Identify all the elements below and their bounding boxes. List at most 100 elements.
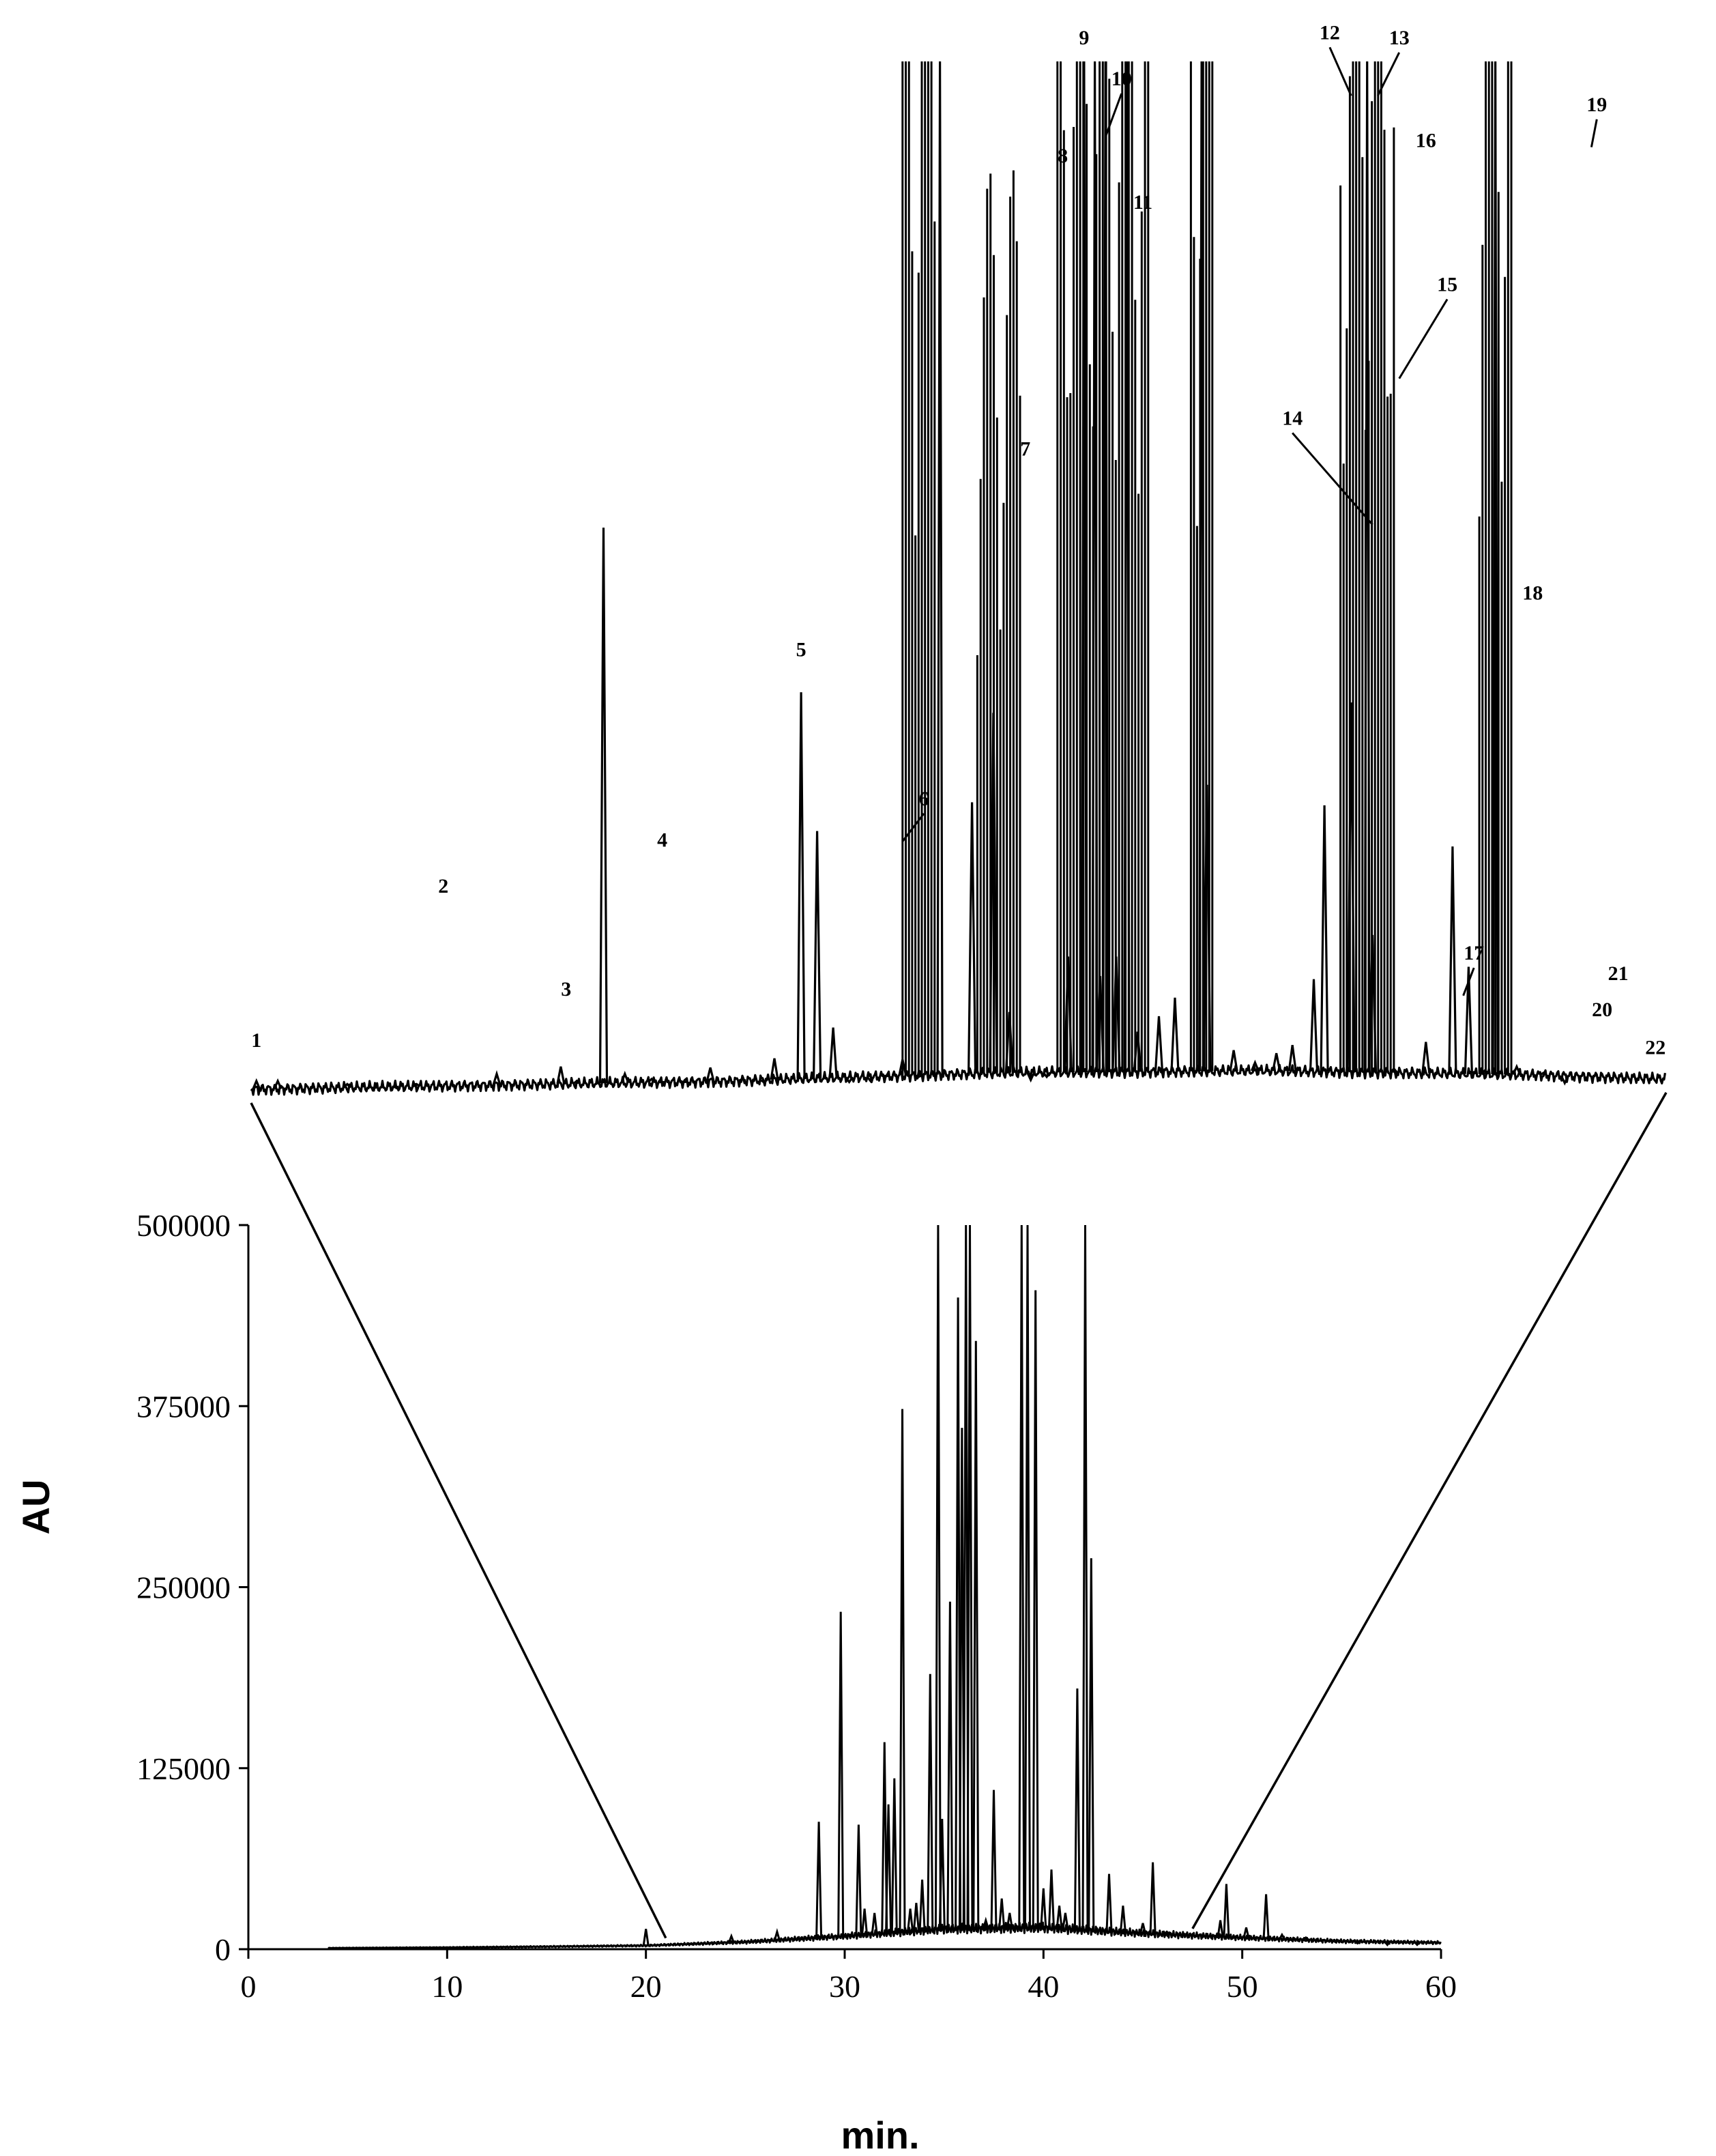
main-peak xyxy=(847,1934,854,1937)
peak-label: 22 xyxy=(1645,1037,1666,1059)
main-peak xyxy=(1024,1224,1031,1928)
x-tick-label: 10 xyxy=(431,1969,463,2004)
zoom-peak xyxy=(1389,1067,1399,1074)
peak-label: 7 xyxy=(1020,438,1030,461)
peak-leader-line xyxy=(1377,52,1401,96)
main-peak xyxy=(1223,1884,1230,1938)
main-peak xyxy=(990,1790,998,1929)
peak-label: 13 xyxy=(1389,27,1410,49)
y-tick-label: 0 xyxy=(215,1932,231,1967)
main-peak xyxy=(837,1611,845,1937)
main-peak xyxy=(1119,1906,1126,1933)
peak-label: 8 xyxy=(1058,145,1068,167)
main-peak xyxy=(1062,1912,1069,1929)
main-peak xyxy=(934,1224,942,1929)
zoom-peak xyxy=(598,528,609,1084)
zoom-peak xyxy=(1464,966,1473,1074)
zoom-peak xyxy=(1539,1071,1547,1076)
zoom-peak xyxy=(828,1027,838,1078)
zoom-peak xyxy=(1421,1041,1431,1074)
x-axis-title: min. xyxy=(841,2114,919,2156)
zoom-series-line xyxy=(250,1063,1666,1096)
main-peak xyxy=(982,1916,989,1929)
zoom-clipped-peak xyxy=(1492,61,1499,1075)
main-peak xyxy=(1040,1888,1047,1928)
main-peak xyxy=(642,1929,650,1946)
zoom-peak xyxy=(759,1079,768,1084)
peak-leader-line xyxy=(1104,93,1123,138)
peak-label: 21 xyxy=(1608,962,1629,985)
zoom-peak xyxy=(968,802,977,1074)
peak-leader-line xyxy=(1590,119,1598,147)
main-peak xyxy=(1149,1862,1157,1934)
main-peak xyxy=(918,1880,926,1931)
peak-label: 3 xyxy=(561,978,571,1001)
peak-label: 19 xyxy=(1586,94,1607,116)
peak-label: 20 xyxy=(1592,998,1612,1021)
main-peak xyxy=(1163,1930,1170,1936)
zoom-peak xyxy=(796,692,806,1079)
zoom-clipped-peak xyxy=(936,61,944,1075)
main-peak xyxy=(1073,1688,1081,1930)
zoom-peak xyxy=(412,1082,421,1088)
x-tick-label: 60 xyxy=(1425,1969,1457,2004)
main-peak xyxy=(1048,1869,1055,1928)
peak-leader-line xyxy=(901,813,925,842)
peak-label: 18 xyxy=(1522,582,1543,605)
zoom-peak xyxy=(343,1082,352,1089)
zoom-peak xyxy=(1512,1063,1522,1076)
y-tick-label: 500000 xyxy=(136,1208,231,1243)
zoom-peak xyxy=(1004,1011,1014,1073)
main-peak xyxy=(946,1601,954,1929)
main-peak xyxy=(890,1778,898,1933)
peak-label: 5 xyxy=(796,639,806,661)
zoom-peak xyxy=(1448,846,1457,1074)
main-peak xyxy=(871,1912,878,1934)
y-tick-label: 250000 xyxy=(136,1570,231,1605)
zoom-clipped-peak xyxy=(1198,61,1206,1072)
x-tick-label: 50 xyxy=(1227,1969,1258,2004)
zoom-peak xyxy=(556,1066,566,1084)
main-series-line xyxy=(327,1921,1442,1950)
main-peak xyxy=(1262,1894,1270,1939)
zoom-peak xyxy=(1111,956,1121,1072)
peak-leader-line xyxy=(1328,46,1352,96)
main-peak xyxy=(1105,1873,1113,1931)
zoom-peak xyxy=(1272,1052,1281,1072)
main-peak xyxy=(1414,1941,1421,1946)
zoom-peak xyxy=(898,1059,907,1076)
zoom-peak xyxy=(1288,1044,1297,1072)
main-peak xyxy=(855,1824,862,1936)
main-peak xyxy=(1032,1290,1039,1928)
main-peak-spikes xyxy=(642,1224,1421,1946)
main-peak xyxy=(1139,1923,1146,1934)
x-tick-label: 30 xyxy=(829,1969,860,2004)
x-tick-label: 40 xyxy=(1028,1969,1059,2004)
zoom-peak xyxy=(1309,979,1319,1072)
zoom-peak xyxy=(813,831,822,1079)
main-peak xyxy=(912,1902,920,1931)
zoom-peak xyxy=(866,1076,875,1083)
zoom-peak xyxy=(738,1078,746,1082)
peak-label: 11 xyxy=(1133,191,1152,214)
peak-label: 4 xyxy=(657,829,667,851)
zoom-peak xyxy=(1320,805,1329,1072)
y-axis-title: AU xyxy=(14,1480,57,1535)
peak-label: 14 xyxy=(1282,407,1303,429)
x-tick-label: 0 xyxy=(241,1969,257,2004)
main-peak xyxy=(881,1742,888,1934)
x-axis-ticks: 0 10 20 30 40 50 60 xyxy=(241,1949,1457,2004)
zoom-peak xyxy=(1063,956,1073,1073)
peak-label: 17 xyxy=(1464,942,1484,964)
main-peak xyxy=(966,1224,974,1929)
zoom-peak xyxy=(1229,1050,1238,1072)
zoom-peak xyxy=(706,1067,715,1082)
main-peak xyxy=(1018,1224,1026,1928)
main-peak xyxy=(815,1822,823,1938)
peak-label: 10 xyxy=(1111,68,1132,90)
main-peak xyxy=(972,1340,980,1929)
